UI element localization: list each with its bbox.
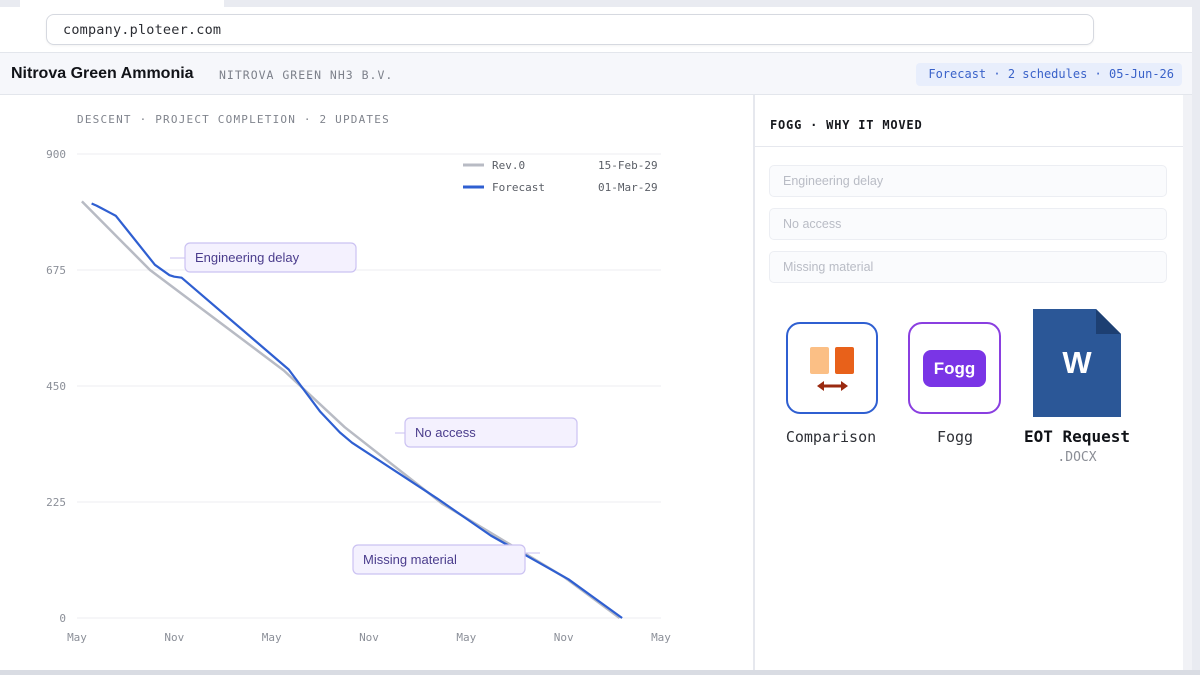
- x-tick-label: Nov: [554, 631, 574, 644]
- series-line-forecast: [91, 202, 623, 619]
- reason-field-no-access[interactable]: No access: [769, 208, 1167, 240]
- x-tick-label: Nov: [164, 631, 184, 644]
- forecast-status-badge[interactable]: Forecast · 2 schedules · 05-Jun-26: [916, 63, 1182, 86]
- browser-tab-strip: [0, 0, 1200, 8]
- fogg-icon: Fogg: [908, 322, 1001, 414]
- y-tick-label: 900: [46, 148, 66, 161]
- panel-edge: [1183, 95, 1192, 670]
- annotation-box: [404, 417, 578, 448]
- project-header: Nitrova Green Ammonia NITROVA GREEN NH3 …: [0, 52, 1192, 95]
- app-fogg[interactable]: Fogg Fogg: [895, 315, 1015, 446]
- bottom-bar: [0, 670, 1200, 675]
- annotation-label: No access: [415, 425, 476, 440]
- active-browser-tab[interactable]: [20, 0, 224, 7]
- app-label: Comparison: [785, 428, 877, 446]
- word-document-icon: W: [1033, 309, 1121, 417]
- panel-divider: [753, 95, 755, 670]
- fogg-panel-title: FOGG · WHY IT MOVED: [770, 118, 923, 132]
- annotation-label: Engineering delay: [195, 250, 300, 265]
- y-tick-label: 0: [59, 612, 66, 625]
- x-tick-label: May: [262, 631, 282, 644]
- browser-window: company.ploteer.com Nitrova Green Ammoni…: [0, 7, 1192, 670]
- x-tick-label: May: [67, 631, 87, 644]
- reason-label: No access: [783, 217, 842, 231]
- file-extension-label: .DOCX: [1057, 450, 1097, 465]
- legend-label: Rev.0: [492, 159, 525, 172]
- project-title: Nitrova Green Ammonia: [11, 65, 194, 82]
- fogg-badge: Fogg: [923, 350, 986, 387]
- chart-panel: 900 675 450 225 0 May Nov May Nov May Nov May Rev.0 1…: [0, 95, 753, 670]
- app-eot-request-docx[interactable]: W EOT Request .DOCX: [1017, 307, 1137, 472]
- legend-label: Forecast: [492, 181, 545, 194]
- annotation-box: [352, 544, 526, 575]
- reason-field-missing-material[interactable]: Missing material: [769, 251, 1167, 283]
- x-tick-label: May: [456, 631, 476, 644]
- app-label: Fogg: [936, 428, 974, 446]
- reason-label: Engineering delay: [783, 174, 884, 188]
- y-tick-label: 225: [46, 496, 66, 509]
- reason-label: Missing material: [783, 260, 874, 274]
- chart-title: DESCENT · PROJECT COMPLETION · 2 UPDATES: [77, 113, 390, 126]
- y-tick-label: 450: [46, 380, 66, 393]
- annotation-box: [184, 242, 357, 273]
- x-tick-label: May: [651, 631, 671, 644]
- project-entity: NITROVA GREEN NH3 B.V.: [219, 68, 394, 82]
- address-bar-url: company.ploteer.com: [63, 22, 222, 38]
- comparison-icon: [786, 322, 878, 414]
- address-bar[interactable]: company.ploteer.com: [46, 14, 1094, 45]
- fogg-panel-separator: [755, 146, 1183, 147]
- app-comparison[interactable]: Comparison: [771, 315, 891, 446]
- x-tick-label: Nov: [359, 631, 379, 644]
- legend-date: 15-Feb-29: [598, 159, 658, 172]
- annotation-label: Missing material: [363, 552, 457, 567]
- app-label: EOT Request: [1024, 427, 1130, 446]
- word-glyph: W: [1062, 345, 1092, 380]
- fogg-panel: FOGG · WHY IT MOVED Engineering delay No…: [755, 95, 1183, 670]
- y-tick-label: 675: [46, 264, 66, 277]
- legend-date: 01-Mar-29: [598, 181, 658, 194]
- reason-field-engineering-delay[interactable]: Engineering delay: [769, 165, 1167, 197]
